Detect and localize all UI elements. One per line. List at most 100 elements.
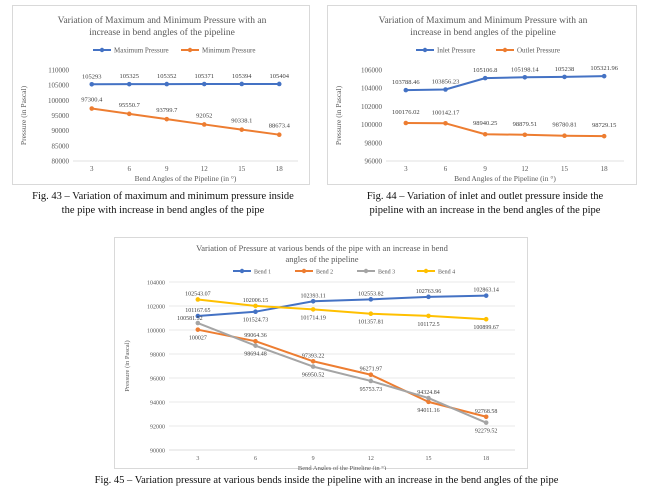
legend-marker bbox=[422, 47, 428, 53]
data-label: 94011.16 bbox=[417, 408, 439, 414]
legend-label: Bend 3 bbox=[378, 270, 395, 276]
data-label: 105293 bbox=[82, 73, 102, 80]
data-point bbox=[426, 395, 431, 401]
y-axis-title: Pressure (in Pascal) bbox=[124, 340, 131, 391]
data-point bbox=[426, 399, 431, 405]
data-point bbox=[89, 81, 95, 87]
data-label: 105238 bbox=[555, 66, 575, 73]
data-label: 98729.15 bbox=[592, 122, 616, 129]
data-point bbox=[522, 132, 528, 138]
chart-inlet-outlet-pressure: Variation of Maximum and Minimum Pressur… bbox=[327, 5, 637, 185]
chart-title: increase in bend angles of the pipeline bbox=[89, 27, 235, 38]
y-tick-label: 100000 bbox=[147, 329, 165, 335]
x-tick-label: 18 bbox=[483, 456, 489, 462]
data-point bbox=[562, 74, 567, 80]
x-tick-label: 3 bbox=[404, 165, 408, 173]
data-point bbox=[195, 320, 201, 326]
figure-45-caption: Fig. 45 – Variation pressure at various … bbox=[94, 475, 559, 486]
data-point bbox=[310, 358, 316, 364]
x-tick-label: 12 bbox=[201, 165, 209, 173]
legend-marker bbox=[99, 47, 105, 53]
legend-marker bbox=[301, 268, 307, 274]
data-label: 98879.51 bbox=[513, 121, 537, 128]
data-point bbox=[276, 132, 282, 137]
data-point bbox=[482, 131, 488, 137]
data-point bbox=[195, 297, 201, 302]
x-tick-label: 6 bbox=[444, 165, 448, 173]
legend-marker bbox=[187, 47, 193, 53]
x-tick-label: 15 bbox=[426, 456, 432, 462]
y-tick-label: 104000 bbox=[147, 281, 165, 287]
data-label: 100176.02 bbox=[392, 109, 420, 116]
data-point bbox=[276, 81, 282, 87]
data-label: 93799.7 bbox=[156, 107, 178, 114]
series-line bbox=[197, 322, 487, 424]
y-tick-label: 80000 bbox=[52, 158, 70, 166]
data-label: 102763.96 bbox=[416, 289, 442, 295]
chart-svg-inlet-outlet: Variation of Maximum and Minimum Pressur… bbox=[334, 15, 624, 183]
y-tick-label: 104000 bbox=[361, 85, 383, 93]
series-line bbox=[197, 294, 487, 317]
legend-marker bbox=[502, 47, 508, 53]
data-point bbox=[89, 106, 95, 111]
chart-max-min-pressure: Variation of Maximum and Minimum Pressur… bbox=[12, 5, 310, 185]
data-label: 102393.11 bbox=[301, 293, 326, 299]
legend-label: Inlet Pressure bbox=[437, 47, 475, 55]
y-tick-label: 100000 bbox=[48, 97, 70, 105]
data-point bbox=[443, 121, 448, 126]
data-point bbox=[426, 313, 431, 319]
data-label: 96950.52 bbox=[302, 373, 325, 379]
data-label: 103788.46 bbox=[392, 79, 420, 86]
y-tick-label: 98000 bbox=[150, 353, 165, 359]
data-label: 101357.81 bbox=[358, 320, 384, 326]
data-label: 101524.73 bbox=[243, 318, 269, 324]
y-tick-label: 100000 bbox=[361, 121, 383, 129]
data-point bbox=[195, 313, 201, 319]
caption-line: pipeline with an increase in the bend an… bbox=[369, 205, 601, 216]
x-tick-label: 15 bbox=[238, 165, 246, 173]
x-tick-label: 18 bbox=[601, 165, 609, 173]
x-tick-label: 9 bbox=[165, 165, 169, 173]
legend-label: Bend 2 bbox=[316, 270, 333, 276]
data-point bbox=[253, 309, 258, 315]
data-point bbox=[239, 81, 245, 87]
legend-label: Bend 4 bbox=[438, 270, 455, 276]
chart-svg-max-min: Variation of Maximum and Minimum Pressur… bbox=[19, 15, 298, 183]
y-tick-label: 96000 bbox=[150, 377, 165, 383]
data-label: 98694.48 bbox=[244, 352, 267, 358]
data-point bbox=[195, 327, 201, 332]
data-label: 102006.15 bbox=[243, 298, 269, 304]
data-point bbox=[201, 81, 207, 87]
chart-title: Variation of Maximum and Minimum Pressur… bbox=[58, 15, 267, 26]
data-point bbox=[310, 364, 316, 369]
chart-title: angles of the pipeline bbox=[286, 254, 359, 264]
y-tick-label: 90000 bbox=[52, 127, 70, 135]
x-tick-label: 6 bbox=[128, 165, 132, 173]
data-label: 99064.36 bbox=[244, 333, 267, 339]
data-label: 92052 bbox=[196, 112, 212, 119]
data-label: 105371 bbox=[195, 73, 215, 80]
data-point bbox=[483, 316, 489, 322]
data-point bbox=[368, 311, 374, 317]
chart-title: increase in bend angles of the pipeline bbox=[410, 27, 556, 38]
data-point bbox=[368, 297, 374, 302]
data-label: 95753.73 bbox=[360, 387, 383, 393]
y-tick-label: 110000 bbox=[48, 67, 69, 75]
series-line bbox=[405, 121, 605, 138]
data-label: 97393.22 bbox=[302, 353, 325, 359]
data-label: 100142.17 bbox=[432, 109, 460, 116]
y-axis-title: Pressure (in Pascal) bbox=[19, 85, 28, 145]
series-line bbox=[405, 75, 605, 92]
chart-title: Variation of Pressure at various bends o… bbox=[196, 243, 449, 253]
legend-marker bbox=[239, 268, 245, 274]
data-label: 105321.96 bbox=[590, 65, 618, 72]
data-point bbox=[403, 120, 409, 126]
data-point bbox=[253, 303, 258, 309]
x-tick-label: 6 bbox=[254, 456, 257, 462]
chart-bend-pressure: Variation of Pressure at various bends o… bbox=[114, 237, 528, 470]
figure-44-caption: Fig. 44 – Variation of inlet and outlet … bbox=[330, 190, 640, 218]
series-line bbox=[91, 107, 280, 136]
data-label: 97300.4 bbox=[81, 97, 103, 104]
data-label: 100581.52 bbox=[177, 316, 203, 322]
x-tick-label: 9 bbox=[312, 456, 315, 462]
